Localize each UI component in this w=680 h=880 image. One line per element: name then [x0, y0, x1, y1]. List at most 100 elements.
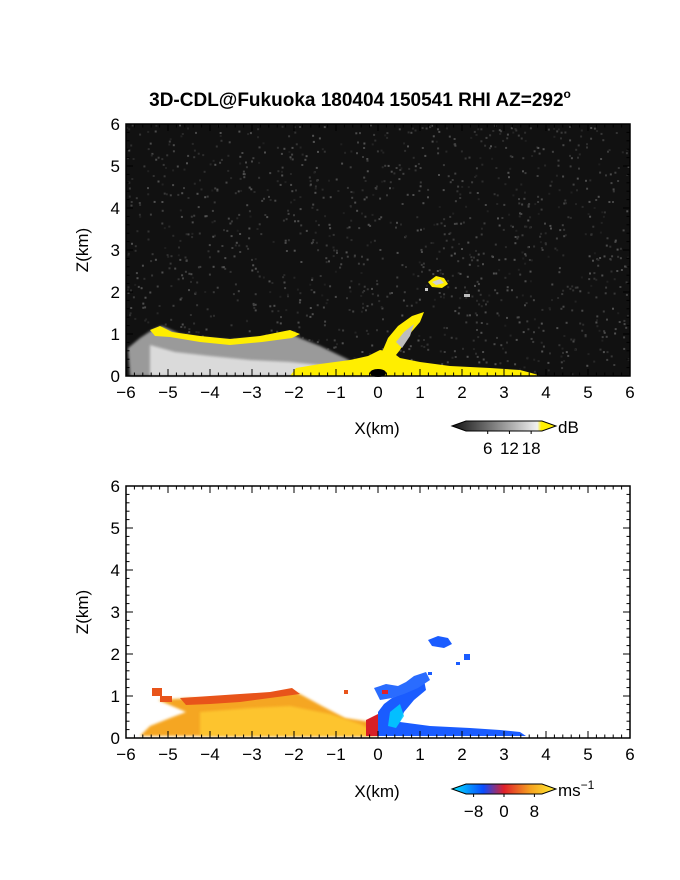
noise-speck	[181, 133, 184, 135]
noise-speck	[514, 242, 517, 245]
noise-speck	[270, 329, 273, 332]
noise-speck	[485, 136, 488, 139]
noise-speck	[298, 334, 301, 337]
noise-speck	[555, 237, 558, 240]
noise-speck	[614, 239, 617, 242]
noise-speck	[276, 330, 279, 333]
noise-speck	[251, 160, 253, 163]
noise-speck	[430, 125, 432, 128]
noise-speck	[268, 195, 270, 198]
noise-speck	[587, 213, 590, 216]
noise-speck	[149, 142, 152, 145]
noise-speck	[548, 307, 551, 310]
noise-speck	[511, 225, 514, 228]
noise-speck	[593, 252, 596, 255]
noise-speck	[460, 222, 463, 225]
noise-speck	[486, 322, 489, 325]
noise-speck	[423, 227, 425, 230]
noise-speck	[262, 142, 265, 145]
noise-speck	[529, 226, 531, 229]
noise-speck	[189, 314, 192, 316]
noise-speck	[128, 187, 131, 190]
x-tick-label: 5	[583, 383, 592, 402]
noise-speck	[127, 254, 130, 257]
noise-speck	[363, 290, 366, 292]
reflectivity-xlabel: X(km)	[354, 419, 399, 438]
noise-speck	[216, 188, 219, 191]
noise-speck	[365, 196, 368, 199]
noise-speck	[496, 194, 499, 197]
noise-speck	[317, 339, 320, 342]
noise-speck	[199, 265, 202, 268]
noise-speck	[191, 276, 194, 279]
noise-speck	[151, 274, 154, 277]
noise-speck	[335, 178, 338, 181]
noise-speck	[299, 208, 302, 211]
noise-speck	[328, 223, 331, 226]
noise-speck	[161, 183, 164, 186]
noise-speck	[515, 129, 518, 132]
noise-speck	[350, 239, 353, 242]
noise-speck	[211, 189, 214, 192]
noise-speck	[445, 239, 448, 242]
noise-speck	[447, 175, 450, 178]
noise-speck	[573, 338, 576, 341]
velocity-negative-speck	[464, 654, 470, 660]
noise-speck	[529, 280, 532, 283]
noise-speck	[360, 272, 363, 274]
velocity-ylabel: Z(km)	[73, 590, 92, 634]
noise-speck	[474, 284, 476, 287]
noise-speck	[452, 212, 455, 215]
noise-speck	[291, 158, 294, 161]
noise-speck	[596, 130, 599, 133]
noise-speck	[448, 233, 451, 235]
noise-speck	[579, 322, 582, 325]
noise-speck	[396, 221, 398, 224]
noise-speck	[317, 150, 319, 153]
noise-speck	[435, 140, 438, 143]
noise-speck	[418, 298, 421, 301]
noise-speck	[206, 195, 209, 198]
noise-speck	[564, 202, 567, 205]
noise-speck	[154, 130, 157, 133]
noise-speck	[386, 136, 389, 139]
noise-speck	[404, 149, 407, 152]
noise-speck	[622, 229, 625, 232]
noise-speck	[253, 191, 256, 193]
noise-speck	[486, 300, 489, 303]
noise-speck	[563, 235, 566, 238]
noise-speck	[476, 355, 479, 358]
noise-speck	[593, 272, 596, 275]
noise-speck	[130, 204, 133, 207]
noise-speck	[442, 296, 445, 299]
noise-speck	[580, 276, 583, 279]
noise-speck	[172, 304, 175, 307]
noise-speck	[458, 243, 461, 245]
noise-speck	[624, 265, 626, 268]
noise-speck	[371, 287, 373, 290]
noise-speck	[617, 255, 620, 258]
noise-speck	[476, 259, 479, 262]
noise-speck	[454, 143, 457, 146]
velocity-negative-elevated	[428, 636, 452, 648]
colorbar-tick-label: 12	[500, 439, 519, 458]
noise-speck	[619, 286, 622, 288]
noise-speck	[488, 147, 491, 150]
x-tick-label: 2	[457, 745, 466, 764]
noise-speck	[169, 262, 172, 265]
noise-speck	[141, 264, 144, 267]
noise-speck	[279, 322, 282, 325]
noise-speck	[197, 331, 200, 334]
noise-speck	[447, 279, 449, 282]
noise-speck	[529, 270, 532, 273]
x-tick-label: 2	[457, 383, 466, 402]
noise-speck	[571, 285, 574, 288]
noise-speck	[477, 253, 480, 256]
noise-speck	[567, 216, 570, 219]
noise-speck	[405, 266, 407, 268]
noise-speck	[504, 276, 507, 279]
noise-speck	[500, 344, 503, 347]
noise-speck	[494, 289, 497, 292]
noise-speck	[544, 222, 546, 225]
noise-speck	[188, 272, 191, 275]
